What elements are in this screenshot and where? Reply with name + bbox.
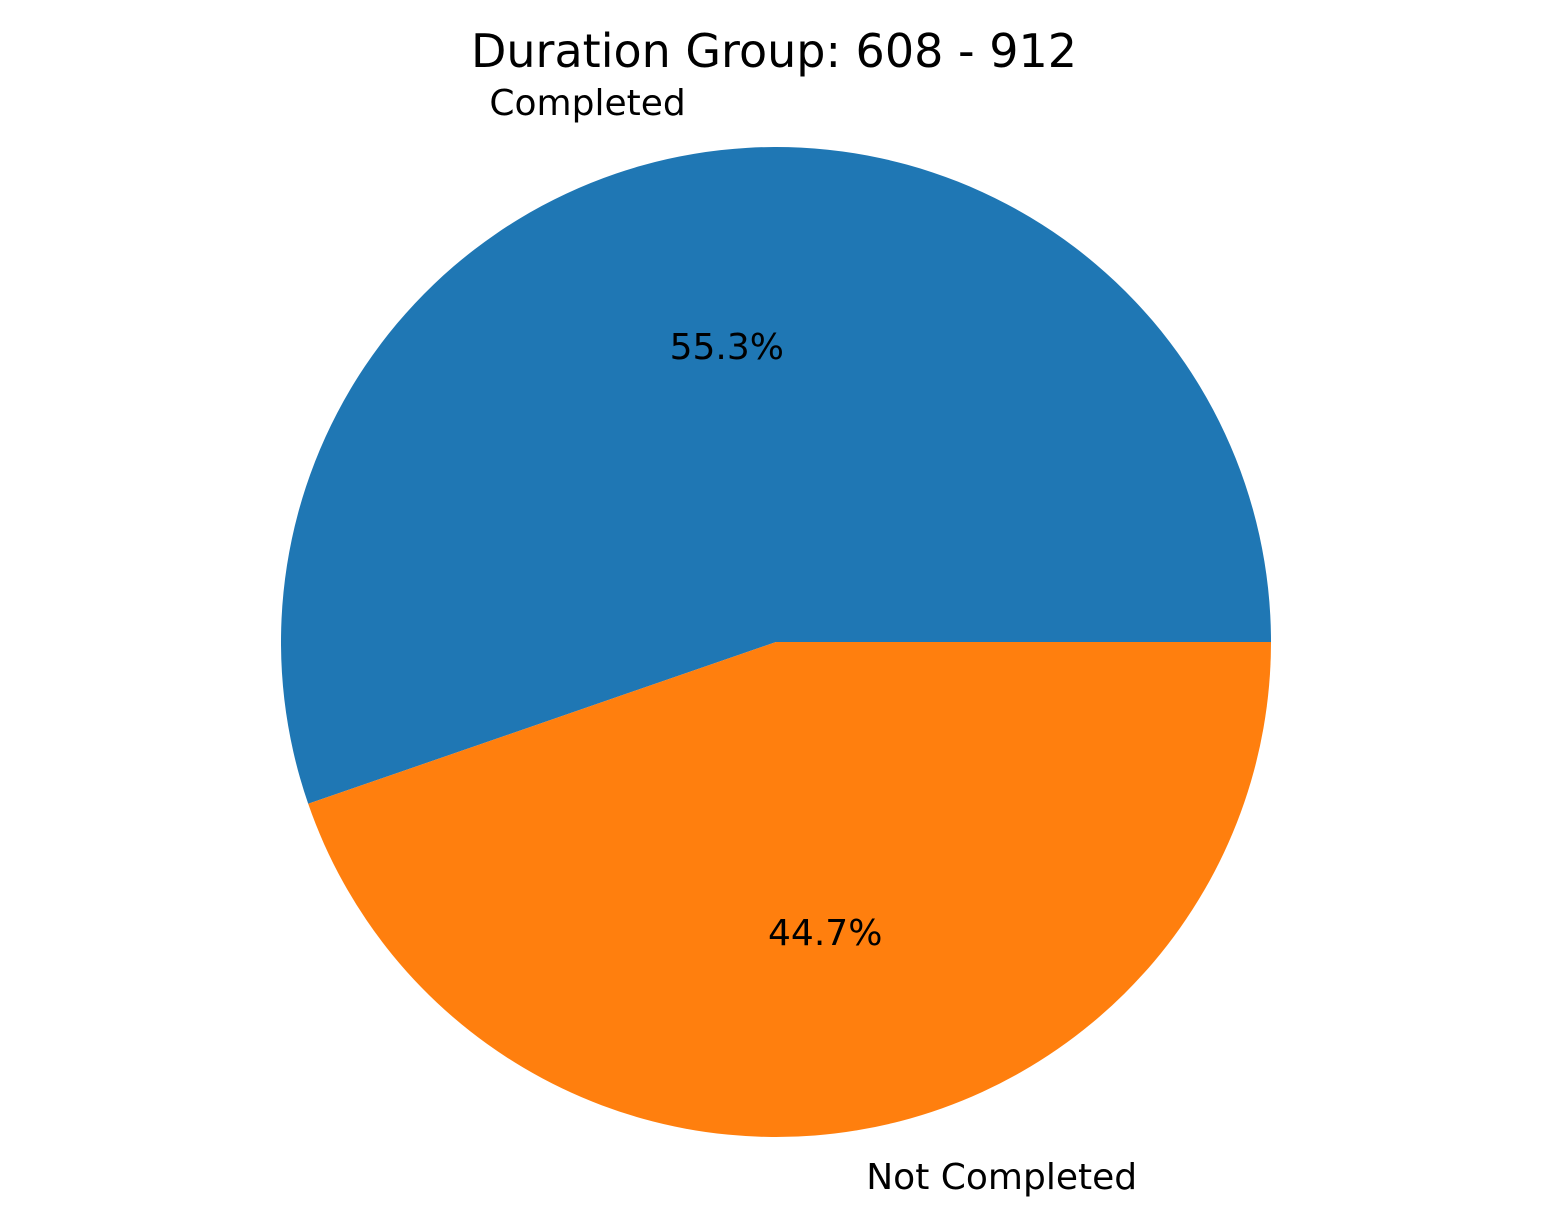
slice-percentage-label: 44.7% (768, 913, 882, 954)
pie-slices (281, 147, 1272, 1137)
pie-slice-completed (281, 147, 1272, 804)
slice-label: Not Completed (866, 1157, 1137, 1198)
slice-label: Completed (489, 83, 685, 124)
pie-slice-not-completed (308, 642, 1271, 1137)
slice-percentage-label: 55.3% (670, 327, 784, 368)
chart-title: Duration Group: 608 - 912 (471, 24, 1077, 78)
pie-labels: Completed 55.3% Not Completed 44.7% (489, 83, 1137, 1198)
